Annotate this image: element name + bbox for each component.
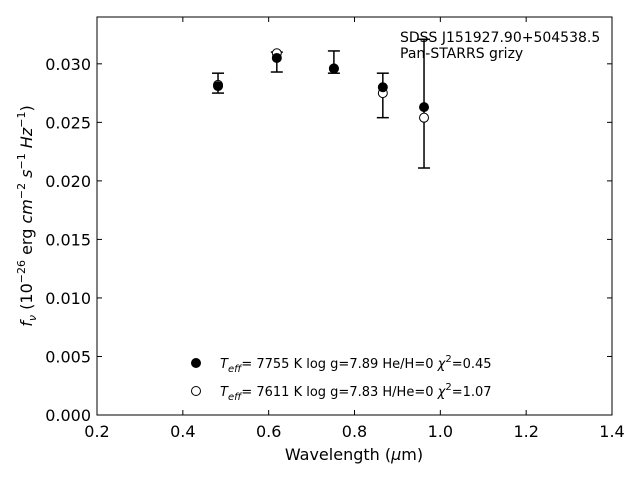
filled-point	[328, 63, 339, 74]
x-tick-label: 1.4	[599, 422, 624, 441]
open-point	[419, 112, 430, 123]
x-tick-label: 0.6	[256, 422, 281, 441]
y-tick-label: 0.005	[45, 347, 91, 366]
legend: Teff= 7755 K log g=7.89 He/H=0 χ2=0.45 T…	[191, 354, 492, 403]
y-tick-label: 0.000	[45, 406, 91, 425]
annotation-photometry-system: Pan-STARRS grizy	[400, 46, 523, 62]
y-tick-label: 0.025	[45, 113, 91, 132]
filled-point	[419, 102, 430, 113]
x-tick-label: 1.0	[428, 422, 453, 441]
x-axis-label: Wavelength (μm)	[285, 445, 423, 464]
y-axis-label: fν (10−26 erg cm−2 s−1 Hz−1)	[15, 105, 39, 326]
legend-marker-open	[191, 386, 201, 396]
x-tick-label: 1.2	[513, 422, 538, 441]
legend-label-open: Teff= 7611 K log g=7.83 H/He=0 χ2=1.07	[220, 382, 492, 403]
x-tick-label: 0.8	[342, 422, 367, 441]
annotation-object-name: SDSS J151927.90+504538.5	[400, 30, 600, 46]
legend-label-filled: Teff= 7755 K log g=7.89 He/H=0 χ2=0.45	[220, 354, 492, 375]
y-axis-ticks: 0.000 0.005 0.010 0.015 0.020 0.025 0.030	[45, 55, 612, 425]
legend-marker-filled	[191, 358, 201, 368]
filled-point	[271, 52, 282, 63]
filled-point	[377, 82, 388, 93]
x-tick-label: 0.2	[84, 422, 109, 441]
y-tick-label: 0.010	[45, 289, 91, 308]
y-tick-label: 0.030	[45, 55, 91, 74]
y-tick-label: 0.020	[45, 172, 91, 191]
x-axis-ticks: 0.2 0.4 0.6 0.8 1.0 1.2 1.4	[84, 17, 625, 441]
x-tick-label: 0.4	[170, 422, 195, 441]
plot-area	[96, 16, 613, 416]
series-filled-points	[213, 52, 430, 113]
filled-point	[213, 81, 224, 92]
y-tick-label: 0.015	[45, 230, 91, 249]
